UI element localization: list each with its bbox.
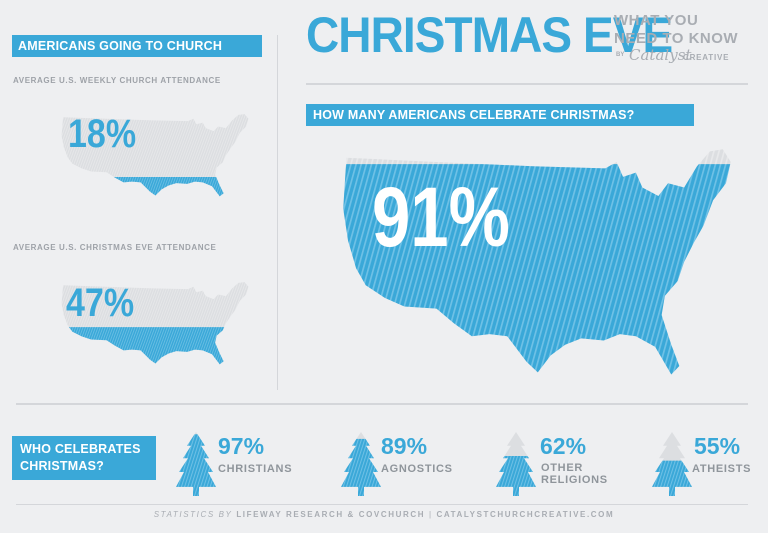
bottom-divider	[16, 403, 748, 405]
christmas-eve-attendance-value: 47%	[66, 281, 135, 325]
agnostics-value: 89%	[381, 433, 428, 459]
who-celebrates-title: WHO CELEBRATES CHRISTMAS?	[12, 436, 156, 480]
atheists-label: ATHEISTS	[692, 463, 752, 475]
other-religions-label-line2: RELIGIONS	[541, 474, 608, 486]
tree-icon	[176, 432, 216, 496]
tree-icon	[341, 432, 381, 496]
weekly-attendance-label: AVERAGE U.S. WEEKLY CHURCH ATTENDANCE	[13, 76, 221, 85]
tree-icon	[652, 432, 692, 496]
header-divider	[306, 83, 748, 85]
other-religions-value: 62%	[540, 433, 587, 459]
who-celebrates-line1: WHO CELEBRATES	[20, 442, 141, 456]
agnostics-label: AGNOSTICS	[381, 463, 453, 475]
atheists-value: 55%	[694, 433, 741, 459]
footer-prefix: STATISTICS BY	[153, 510, 233, 519]
vertical-divider	[277, 35, 278, 390]
other-religions-label-line1: OTHER	[541, 462, 583, 474]
footer-credits: STATISTICS BY LIFEWAY RESEARCH & COVCHUR…	[0, 510, 768, 519]
brand-suffix: CREATIVE	[683, 53, 730, 62]
subtitle-line1: WHAT YOU	[614, 12, 699, 29]
footer-divider	[16, 504, 748, 505]
church-attendance-title: AMERICANS GOING TO CHURCH	[12, 35, 262, 57]
subtitle-line2: NEED TO KNOW	[614, 30, 739, 47]
christmas-eve-attendance-label: AVERAGE U.S. CHRISTMAS EVE ATTENDANCE	[13, 243, 217, 252]
tree-icon	[496, 432, 536, 496]
footer-sources: LIFEWAY RESEARCH & COVCHURCH	[236, 510, 426, 519]
christians-label: CHRISTIANS	[218, 463, 293, 475]
celebrate-christmas-title: HOW MANY AMERICANS CELEBRATE CHRISTMAS?	[306, 104, 694, 126]
christians-value: 97%	[218, 433, 265, 459]
footer-site-link[interactable]: CATALYSTCHURCHCREATIVE.COM	[436, 510, 615, 519]
brand-logo-script: Catalyst	[629, 46, 692, 64]
weekly-attendance-value: 18%	[68, 112, 137, 156]
footer-separator: |	[428, 510, 433, 519]
brand-by: BY	[616, 52, 625, 58]
main-title: CHRISTMAS EVE	[306, 7, 673, 63]
who-celebrates-line2: CHRISTMAS?	[20, 459, 104, 473]
celebrate-christmas-value: 91%	[372, 170, 510, 264]
